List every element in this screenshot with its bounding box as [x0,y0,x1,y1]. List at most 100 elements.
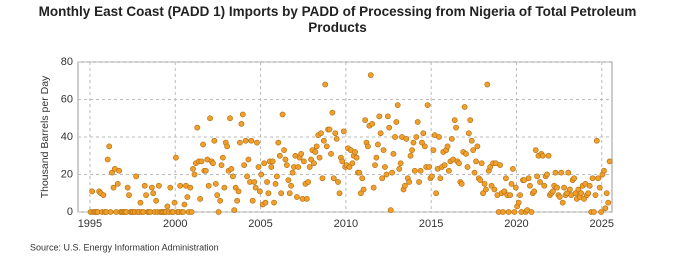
data-point [596,184,603,191]
y-tick-label: 40 [61,131,73,143]
data-point [424,102,431,109]
data-point [467,117,474,124]
data-point [217,197,224,204]
data-point [207,115,213,122]
data-point [359,175,366,182]
data-point [578,190,585,197]
data-point [461,104,468,110]
data-point [603,190,610,197]
x-tick-label: 2010 [334,218,358,230]
data-point [370,184,377,191]
data-point [313,143,320,150]
data-point [531,188,538,195]
data-point [254,139,260,146]
data-point [511,209,518,215]
data-point [373,154,380,161]
data-point [298,150,305,157]
data-point [426,164,433,170]
data-point [572,190,579,197]
data-point [150,190,157,197]
data-point [283,162,290,169]
data-point [384,113,391,120]
data-point [198,158,205,165]
data-point [328,150,334,157]
data-point [205,182,212,189]
data-point [369,120,376,127]
data-point [242,137,249,144]
data-point [305,179,312,185]
data-point [517,192,523,199]
data-point [589,175,596,182]
data-point [133,173,140,180]
data-point [234,197,241,204]
data-point [545,152,552,159]
chart-title: Monthly East Coast (PADD 1) Imports by P… [38,4,637,35]
data-point [323,143,330,150]
data-point [248,137,255,144]
data-point [387,207,394,214]
data-point [445,167,452,174]
data-point [376,113,383,120]
data-point [308,156,314,163]
data-point [372,162,378,169]
data-point [458,180,465,187]
data-point [501,188,508,195]
data-point [379,175,386,182]
data-point [278,190,285,197]
data-point [380,147,387,154]
data-point [367,72,374,79]
data-point [500,209,506,215]
data-point [525,175,532,182]
data-point [227,115,233,122]
data-point [295,164,302,170]
data-point [89,188,96,195]
data-point [406,179,413,185]
data-point [107,209,114,215]
data-point [497,162,503,169]
data-point [561,184,567,191]
data-point [441,162,448,169]
data-point [187,184,194,191]
data-point [171,199,178,206]
data-point [377,130,384,137]
data-point [110,184,117,191]
data-point [141,182,148,189]
data-point [413,134,420,140]
data-point [137,199,144,206]
data-point [532,147,539,154]
data-point [231,207,238,214]
data-point [255,164,262,170]
data-point [293,194,300,200]
data-point [488,182,495,189]
data-point [316,154,323,161]
data-point [389,169,395,176]
data-point [235,188,242,195]
data-point [335,179,341,185]
data-point [386,124,393,131]
data-point [433,190,440,197]
data-point [527,182,533,189]
data-point [593,137,600,144]
data-point [218,162,225,169]
data-point [275,139,282,146]
data-point [360,186,367,193]
data-point [239,111,246,118]
data-point [265,190,272,197]
x-tick-label: 2020 [504,218,528,230]
data-point [197,195,204,202]
data-point [211,137,218,144]
data-point [448,135,455,142]
data-point [318,130,324,137]
data-point [116,167,123,174]
data-point [409,147,415,154]
data-point [549,188,556,195]
x-tick-label: 2005 [248,218,272,230]
data-point [346,164,353,170]
data-point [319,175,326,182]
data-point [279,111,286,118]
data-point [552,169,559,176]
x-tick-label: 2025 [590,218,614,230]
y-tick-label: 20 [61,168,73,180]
data-point [554,184,560,191]
data-point [224,143,231,150]
